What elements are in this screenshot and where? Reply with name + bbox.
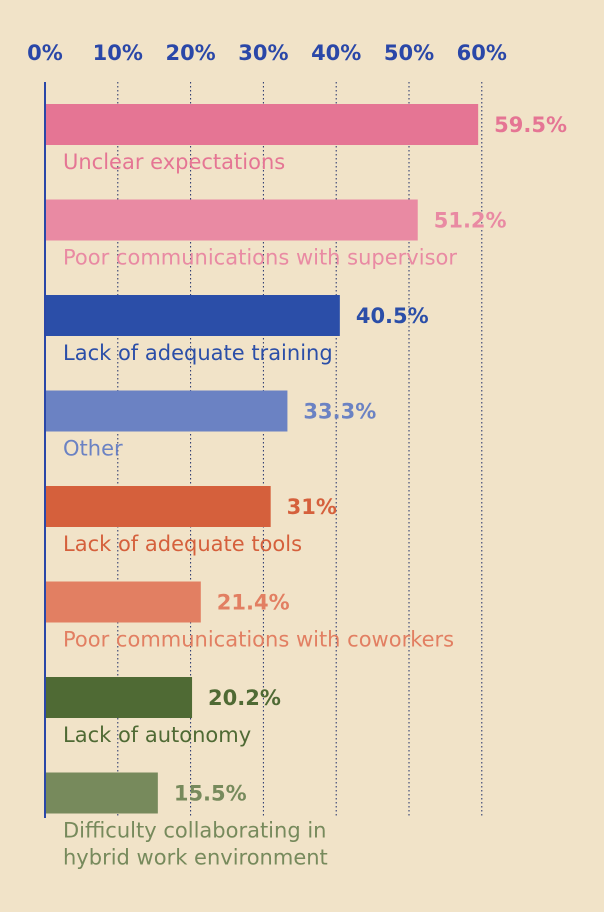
value-label: 21.4% xyxy=(217,591,290,615)
value-label: 40.5% xyxy=(356,304,429,328)
x-tick-label: 30% xyxy=(238,41,288,65)
category-label: Lack of adequate tools xyxy=(63,532,302,556)
x-tick-label: 50% xyxy=(384,41,434,65)
bar xyxy=(45,581,201,623)
category-label: Difficulty collaborating in hybrid work e… xyxy=(63,819,328,870)
value-label: 20.2% xyxy=(208,686,281,710)
bar xyxy=(45,390,288,432)
category-label: Poor communications with supervisor xyxy=(63,246,457,270)
x-axis-ticks: 0% 10% 20% 30% 40% 50% 60% xyxy=(27,41,507,65)
bar xyxy=(45,295,340,336)
bars: 59.5% Unclear expectations 51.2% Poor commu… xyxy=(45,104,567,870)
bar xyxy=(45,199,418,241)
category-label: Unclear expectations xyxy=(63,150,285,174)
bar xyxy=(45,486,271,527)
bar xyxy=(45,104,479,145)
value-label: 59.5% xyxy=(494,113,567,137)
bar xyxy=(45,677,193,718)
x-tick-label: 0% xyxy=(27,41,63,65)
value-label: 15.5% xyxy=(174,782,247,806)
x-tick-label: 60% xyxy=(457,41,507,65)
category-label: Lack of adequate training xyxy=(63,341,333,365)
x-tick-label: 20% xyxy=(165,41,215,65)
value-label: 33.3% xyxy=(303,400,376,424)
x-tick-label: 10% xyxy=(93,41,143,65)
category-label: Lack of autonomy xyxy=(63,723,251,747)
category-label: Other xyxy=(63,437,123,461)
x-tick-label: 40% xyxy=(311,41,361,65)
bar xyxy=(45,772,158,814)
value-label: 31% xyxy=(287,495,337,519)
category-label: Poor communications with coworkers xyxy=(63,628,454,652)
value-label: 51.2% xyxy=(434,209,507,233)
